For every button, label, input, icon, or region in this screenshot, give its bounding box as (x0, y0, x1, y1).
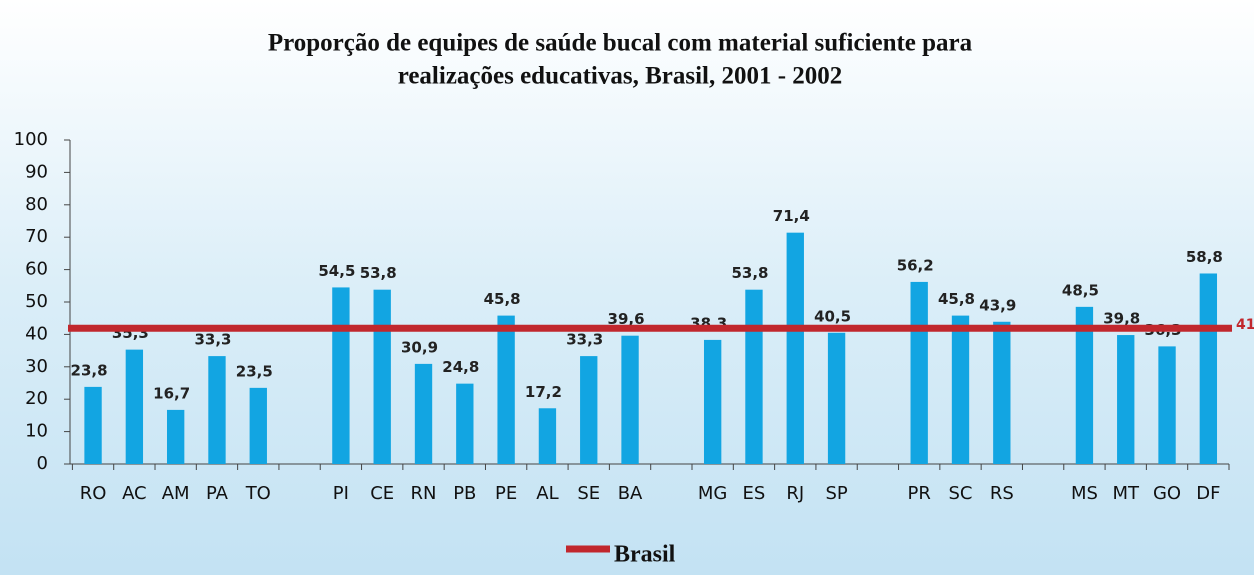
x-tick-label: GO (1153, 483, 1181, 504)
chart-title: Proporção de equipes de saúde bucal com … (268, 30, 973, 57)
bar (993, 321, 1011, 464)
value-label: 58,8 (1186, 248, 1223, 266)
y-tick-label: 70 (25, 226, 48, 247)
value-label: 30,9 (401, 338, 438, 356)
y-tick-label: 80 (25, 194, 48, 215)
bar (249, 387, 267, 464)
value-label: 39,8 (1103, 310, 1140, 328)
value-label: 17,2 (525, 383, 562, 401)
bar (1199, 273, 1218, 464)
bar (745, 289, 763, 464)
y-tick-label: 30 (25, 356, 48, 377)
x-tick-label: PE (495, 483, 517, 504)
bar (951, 315, 970, 464)
x-tick-label: SP (825, 483, 847, 504)
bar (621, 335, 639, 464)
y-tick-label: 40 (25, 323, 48, 344)
bar (414, 363, 433, 464)
x-tick-label: DF (1196, 483, 1220, 504)
value-label: 53,8 (360, 264, 397, 282)
bar (910, 281, 928, 464)
value-label: 16,7 (153, 384, 190, 402)
x-tick-label: RO (80, 483, 107, 504)
value-label: 39,6 (608, 310, 645, 328)
y-tick-label: 60 (25, 259, 48, 280)
value-label: 33,3 (566, 331, 603, 349)
x-tick-label: PR (908, 483, 931, 504)
bar (166, 409, 185, 464)
y-tick-label: 100 (14, 129, 48, 150)
value-label: 56,2 (897, 256, 934, 274)
x-tick-label: RS (990, 483, 1014, 504)
bar (332, 287, 350, 464)
x-tick-label: AL (536, 483, 558, 504)
x-tick-label: PB (453, 483, 476, 504)
value-label: 40,5 (814, 307, 851, 325)
bar (1117, 335, 1135, 464)
value-label: 45,8 (938, 290, 975, 308)
x-tick-label: PA (206, 483, 229, 504)
bar (497, 315, 515, 464)
bar (456, 383, 474, 464)
bar (1158, 346, 1176, 464)
value-label: 45,8 (484, 290, 521, 308)
value-label: 54,5 (318, 262, 355, 280)
x-tick-label: AM (162, 483, 190, 504)
legend-label: Brasil (614, 542, 676, 568)
value-label: 24,8 (442, 358, 479, 376)
value-label: 23,8 (71, 361, 108, 379)
x-tick-label: AC (122, 483, 147, 504)
value-label: 48,5 (1062, 281, 1099, 299)
x-tick-label: SC (949, 483, 973, 504)
bar (538, 408, 557, 464)
x-tick-label: RN (411, 483, 437, 504)
bar (703, 339, 722, 464)
value-label: 71,4 (773, 207, 810, 225)
x-tick-label: ES (743, 483, 766, 504)
value-label: 33,3 (194, 331, 231, 349)
y-tick-label: 90 (25, 161, 48, 182)
x-tick-label: MT (1112, 483, 1140, 504)
x-tick-label: BA (618, 483, 643, 504)
bar (1075, 306, 1094, 464)
y-tick-label: 20 (25, 388, 48, 409)
bar (580, 356, 598, 464)
x-tick-label: RJ (786, 483, 804, 504)
chart-title: realizações educativas, Brasil, 2001 - 2… (398, 63, 843, 90)
x-tick-label: SE (577, 483, 600, 504)
reference-label: 41,9 (1236, 317, 1254, 333)
bar (208, 356, 226, 464)
value-label: 23,5 (236, 362, 273, 380)
x-tick-label: CE (370, 483, 394, 504)
y-tick-label: 50 (25, 291, 48, 312)
x-tick-label: MG (698, 483, 727, 504)
x-tick-label: TO (245, 483, 271, 504)
bar (125, 349, 144, 464)
value-label: 53,8 (731, 264, 768, 282)
x-tick-label: MS (1071, 483, 1098, 504)
y-tick-label: 10 (25, 421, 48, 442)
bar (373, 289, 391, 464)
x-tick-label: PI (333, 483, 349, 504)
bar (827, 332, 846, 464)
y-tick-label: 0 (37, 453, 48, 474)
bar (786, 232, 804, 464)
bar (84, 386, 102, 464)
value-label: 43,9 (979, 296, 1016, 314)
